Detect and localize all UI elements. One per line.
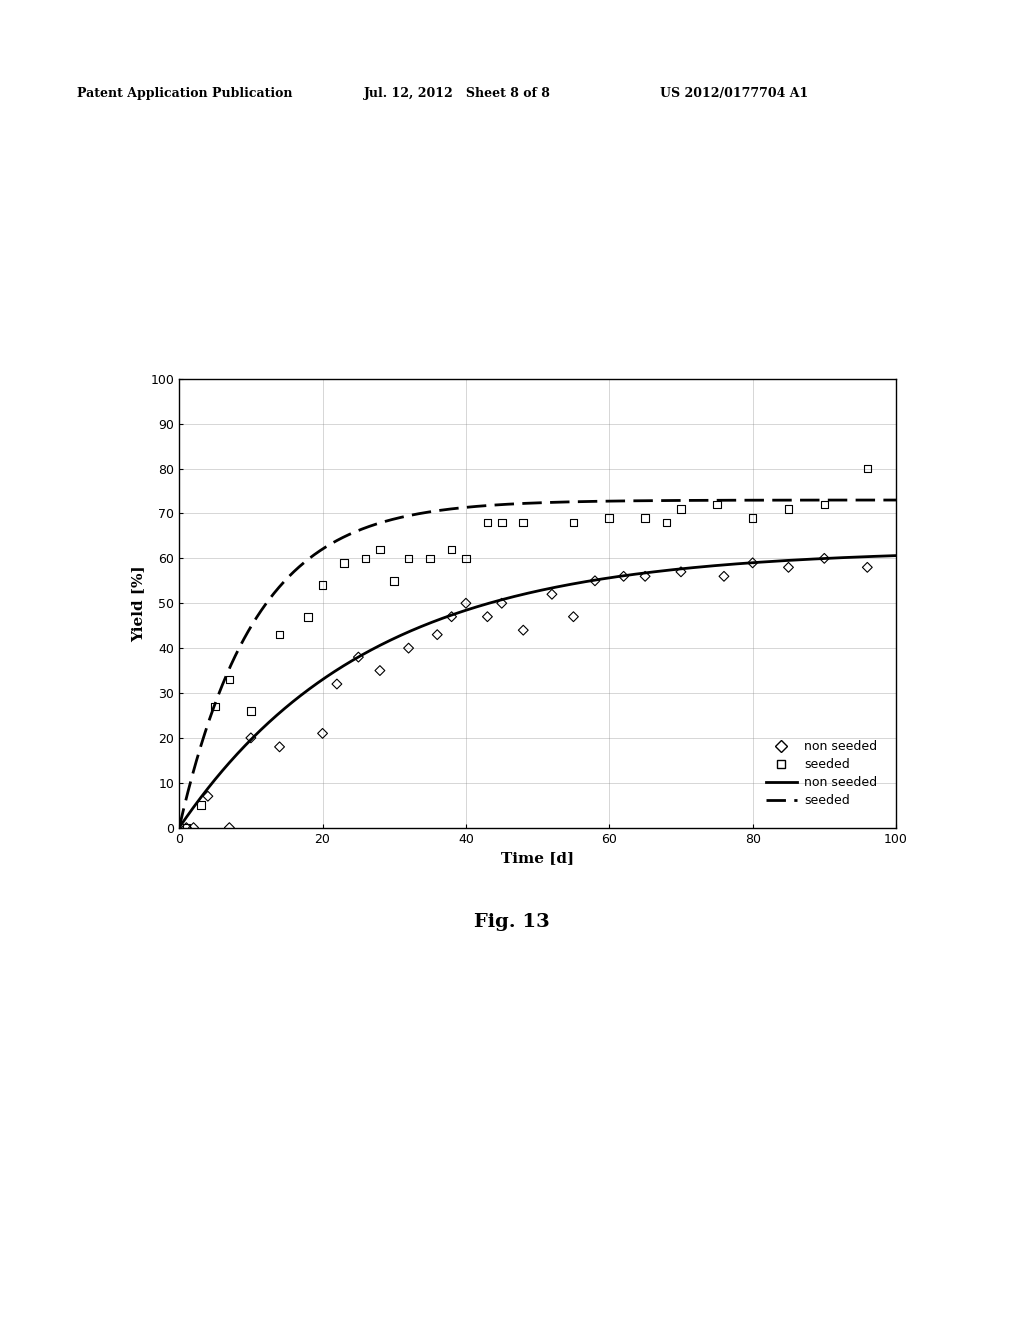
- Y-axis label: Yield [%]: Yield [%]: [131, 565, 145, 642]
- Point: [336, 552, 352, 573]
- Point: [400, 548, 417, 569]
- Point: [200, 785, 216, 807]
- Point: [185, 817, 202, 838]
- Point: [178, 817, 195, 838]
- Point: [859, 458, 876, 479]
- Point: [709, 494, 725, 515]
- Point: [372, 660, 388, 681]
- Point: [780, 499, 797, 520]
- Point: [422, 548, 438, 569]
- Point: [479, 512, 496, 533]
- Point: [329, 673, 345, 694]
- Point: [207, 696, 223, 717]
- Point: [587, 570, 603, 591]
- Point: [673, 561, 689, 582]
- Point: [178, 817, 195, 838]
- Point: [193, 795, 209, 816]
- Point: [443, 539, 460, 560]
- Point: [780, 557, 797, 578]
- Point: [565, 606, 582, 627]
- Point: [601, 507, 617, 528]
- Point: [515, 619, 531, 640]
- Point: [615, 566, 632, 587]
- Text: Fig. 13: Fig. 13: [474, 913, 550, 932]
- X-axis label: Time [d]: Time [d]: [501, 851, 574, 865]
- Point: [816, 494, 833, 515]
- Point: [357, 548, 374, 569]
- Point: [658, 512, 675, 533]
- Point: [314, 574, 331, 595]
- Text: Patent Application Publication: Patent Application Publication: [77, 87, 292, 100]
- Point: [744, 552, 761, 573]
- Point: [637, 507, 653, 528]
- Point: [300, 606, 316, 627]
- Point: [673, 499, 689, 520]
- Point: [816, 548, 833, 569]
- Point: [314, 723, 331, 744]
- Point: [386, 570, 402, 591]
- Point: [350, 647, 367, 668]
- Point: [515, 512, 531, 533]
- Point: [744, 507, 761, 528]
- Point: [494, 593, 510, 614]
- Point: [443, 606, 460, 627]
- Point: [429, 624, 445, 645]
- Point: [271, 624, 288, 645]
- Point: [479, 606, 496, 627]
- Point: [271, 737, 288, 758]
- Point: [458, 593, 474, 614]
- Text: Jul. 12, 2012   Sheet 8 of 8: Jul. 12, 2012 Sheet 8 of 8: [364, 87, 550, 100]
- Point: [221, 669, 238, 690]
- Point: [637, 566, 653, 587]
- Point: [372, 539, 388, 560]
- Point: [859, 557, 876, 578]
- Legend: non seeded, seeded, non seeded, seeded: non seeded, seeded, non seeded, seeded: [761, 735, 883, 812]
- Point: [243, 727, 259, 748]
- Point: [716, 566, 732, 587]
- Point: [494, 512, 510, 533]
- Point: [243, 701, 259, 722]
- Point: [458, 548, 474, 569]
- Point: [544, 583, 560, 605]
- Point: [400, 638, 417, 659]
- Point: [221, 817, 238, 838]
- Point: [565, 512, 582, 533]
- Text: US 2012/0177704 A1: US 2012/0177704 A1: [660, 87, 809, 100]
